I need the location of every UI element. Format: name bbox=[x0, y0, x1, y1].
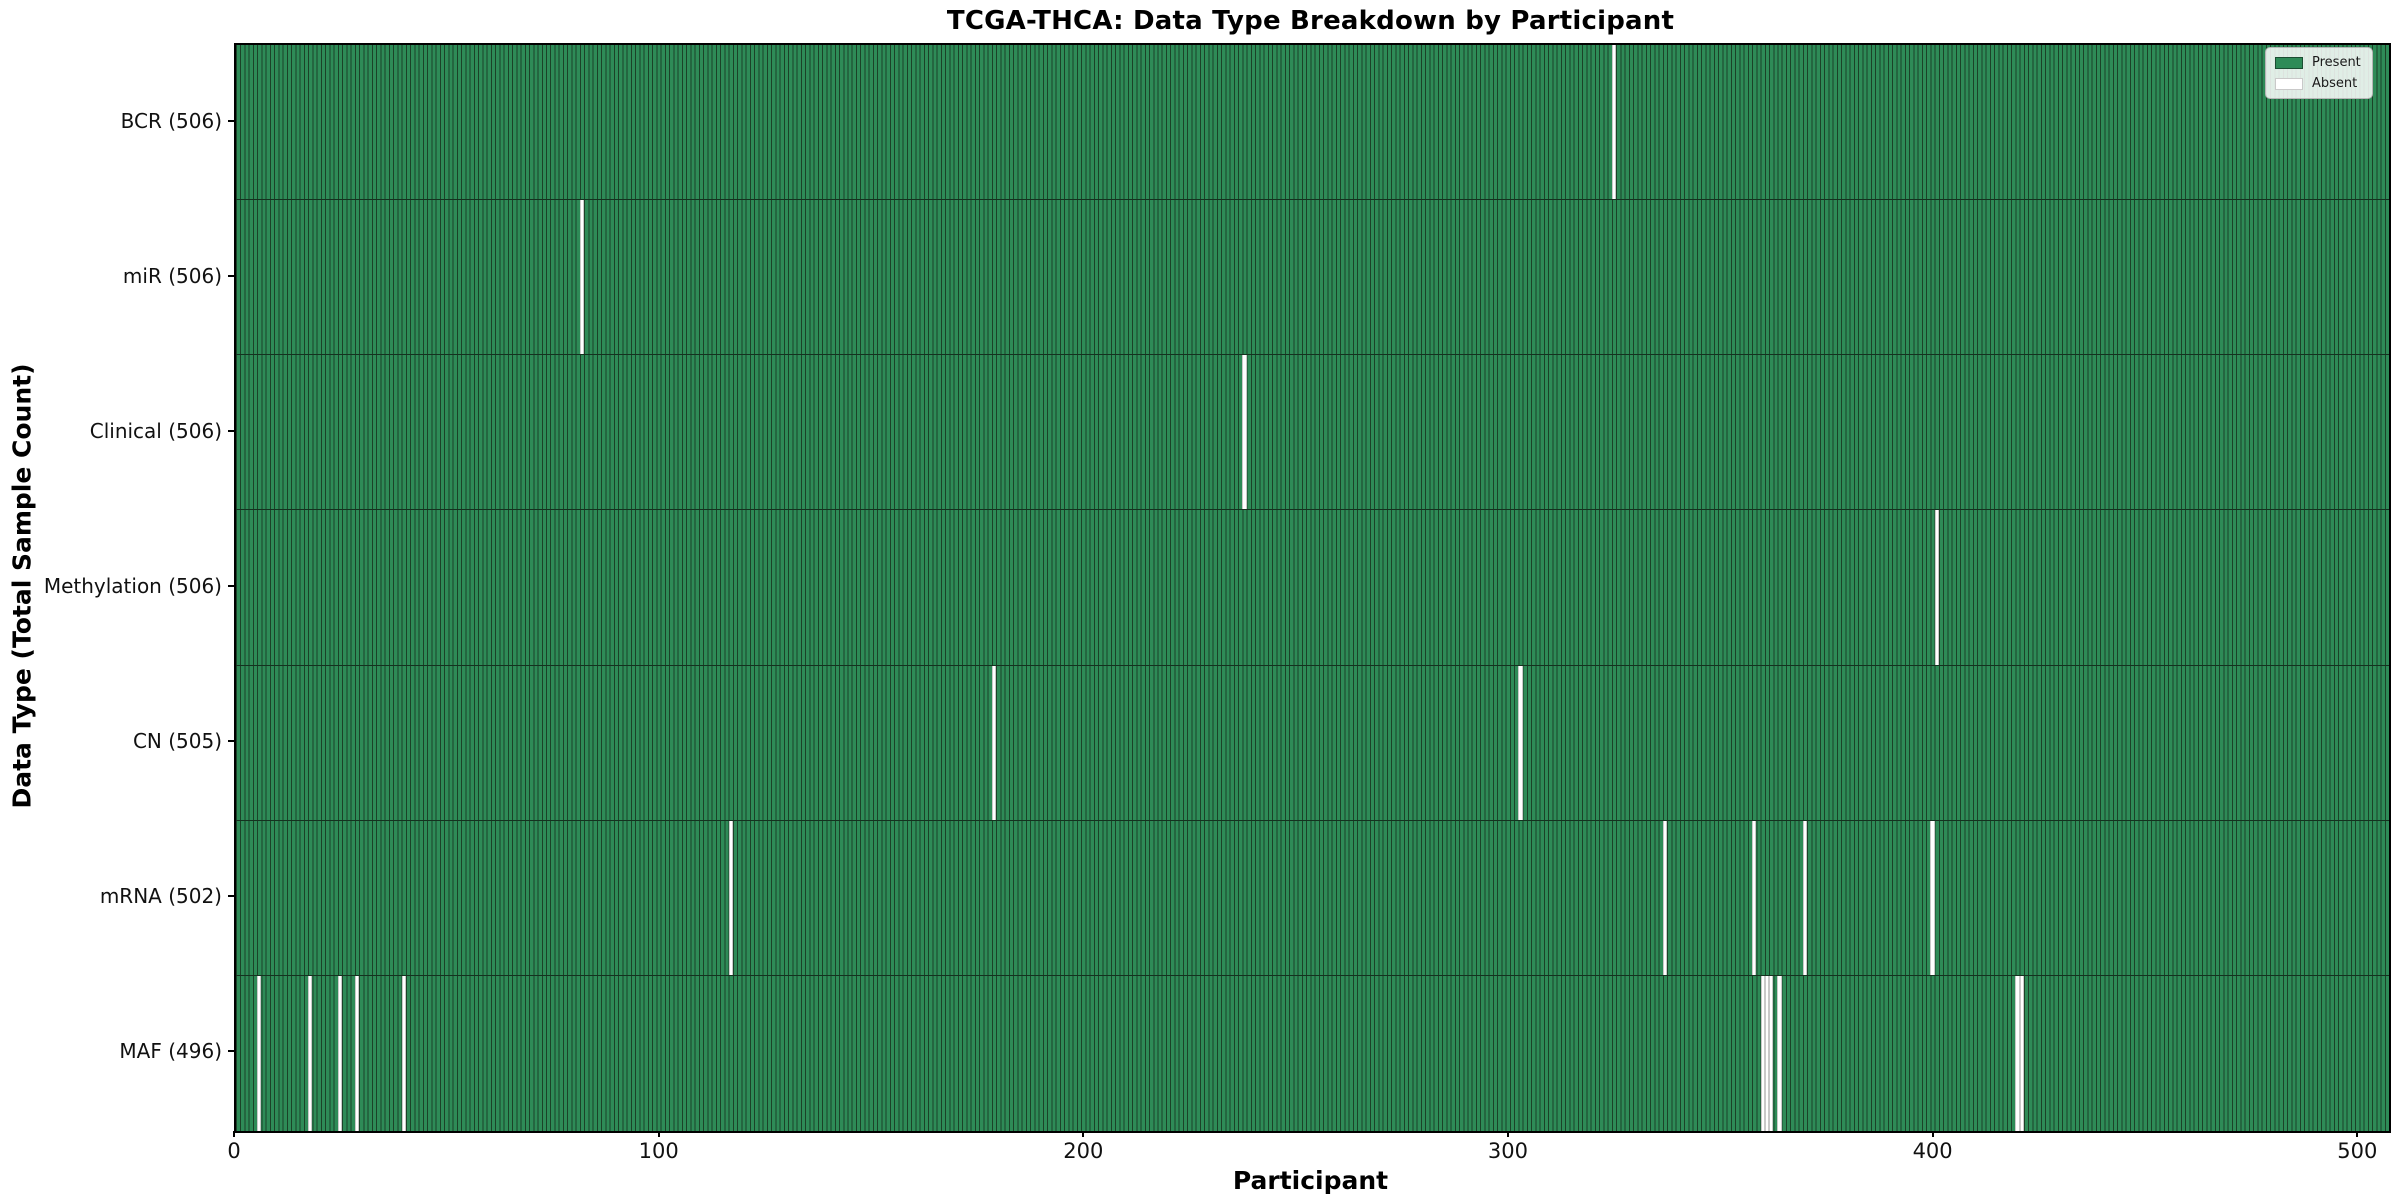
data-row-maf bbox=[236, 975, 2389, 1131]
data-row-clinical bbox=[236, 355, 2389, 511]
absent-bar bbox=[308, 975, 313, 1131]
x-axis-title: Participant bbox=[1232, 1166, 1389, 1195]
legend-entry: Present bbox=[2275, 55, 2361, 70]
y-tick-label: miR (506) bbox=[122, 263, 222, 288]
absent-bar bbox=[1662, 820, 1668, 975]
absent-bar bbox=[257, 975, 262, 1131]
absent-bar bbox=[991, 665, 997, 820]
absent-bar bbox=[354, 975, 360, 1131]
legend-swatch-present bbox=[2275, 56, 2303, 69]
y-tick-mark bbox=[228, 274, 234, 277]
x-tick-label: 200 bbox=[1063, 1139, 1104, 1163]
y-tick-mark bbox=[228, 585, 234, 587]
y-tick-label: Methylation (506) bbox=[43, 574, 222, 598]
absent-bar bbox=[1242, 355, 1247, 510]
x-tick-label: 300 bbox=[1487, 1139, 1528, 1163]
absent-bar bbox=[728, 820, 733, 975]
data-row-mrna bbox=[236, 820, 2389, 976]
y-tick-mark bbox=[228, 429, 234, 432]
absent-bar bbox=[2015, 975, 2020, 1131]
absent-bar bbox=[579, 200, 585, 355]
data-row-bcr bbox=[236, 45, 2389, 201]
data-row-methylation bbox=[236, 510, 2389, 666]
legend: Present Absent bbox=[2265, 47, 2373, 99]
y-tick-mark bbox=[228, 895, 234, 898]
y-tick-mark bbox=[228, 740, 234, 743]
legend-swatch-absent bbox=[2275, 77, 2303, 90]
legend-entry: Absent bbox=[2275, 76, 2361, 91]
y-tick-mark bbox=[228, 1050, 234, 1053]
absent-bar bbox=[337, 975, 343, 1131]
data-row-cn bbox=[236, 665, 2389, 821]
legend-label: Absent bbox=[2312, 76, 2358, 91]
x-tick-label: 100 bbox=[638, 1139, 679, 1163]
x-tick-mark bbox=[1082, 1131, 1085, 1137]
x-tick-label: 500 bbox=[2337, 1139, 2378, 1163]
chart-title: TCGA-THCA: Data Type Breakdown by Partic… bbox=[946, 6, 1675, 36]
absent-bar bbox=[2019, 975, 2024, 1131]
absent-bar bbox=[1777, 975, 1782, 1131]
x-tick-mark bbox=[1506, 1131, 1509, 1137]
x-tick-mark bbox=[233, 1131, 235, 1137]
y-tick-label: CN (505) bbox=[132, 729, 222, 754]
x-tick-mark bbox=[2356, 1131, 2359, 1137]
absent-bar bbox=[401, 975, 406, 1131]
absent-bar bbox=[1518, 665, 1523, 820]
absent-bar bbox=[1760, 975, 1765, 1131]
y-tick-label: mRNA (502) bbox=[99, 884, 222, 909]
absent-bar bbox=[1934, 510, 1939, 665]
plot-area bbox=[234, 43, 2391, 1133]
x-tick-mark bbox=[1931, 1131, 1934, 1137]
absent-bar bbox=[1802, 820, 1808, 975]
x-tick-label: 400 bbox=[1912, 1139, 1953, 1163]
absent-bar bbox=[1764, 975, 1769, 1131]
absent-bar bbox=[1930, 820, 1935, 975]
y-tick-mark bbox=[228, 119, 234, 122]
x-tick-mark bbox=[657, 1131, 660, 1137]
y-tick-label: MAF (496) bbox=[119, 1039, 222, 1064]
legend-label: Present bbox=[2312, 55, 2361, 70]
x-tick-label: 0 bbox=[227, 1139, 241, 1163]
y-tick-label: BCR (506) bbox=[120, 108, 222, 133]
absent-bar bbox=[1769, 975, 1774, 1131]
absent-bar bbox=[1752, 820, 1757, 975]
data-row-mir bbox=[236, 200, 2389, 356]
absent-bar bbox=[1611, 45, 1617, 200]
y-tick-label: Clinical (506) bbox=[89, 418, 222, 443]
